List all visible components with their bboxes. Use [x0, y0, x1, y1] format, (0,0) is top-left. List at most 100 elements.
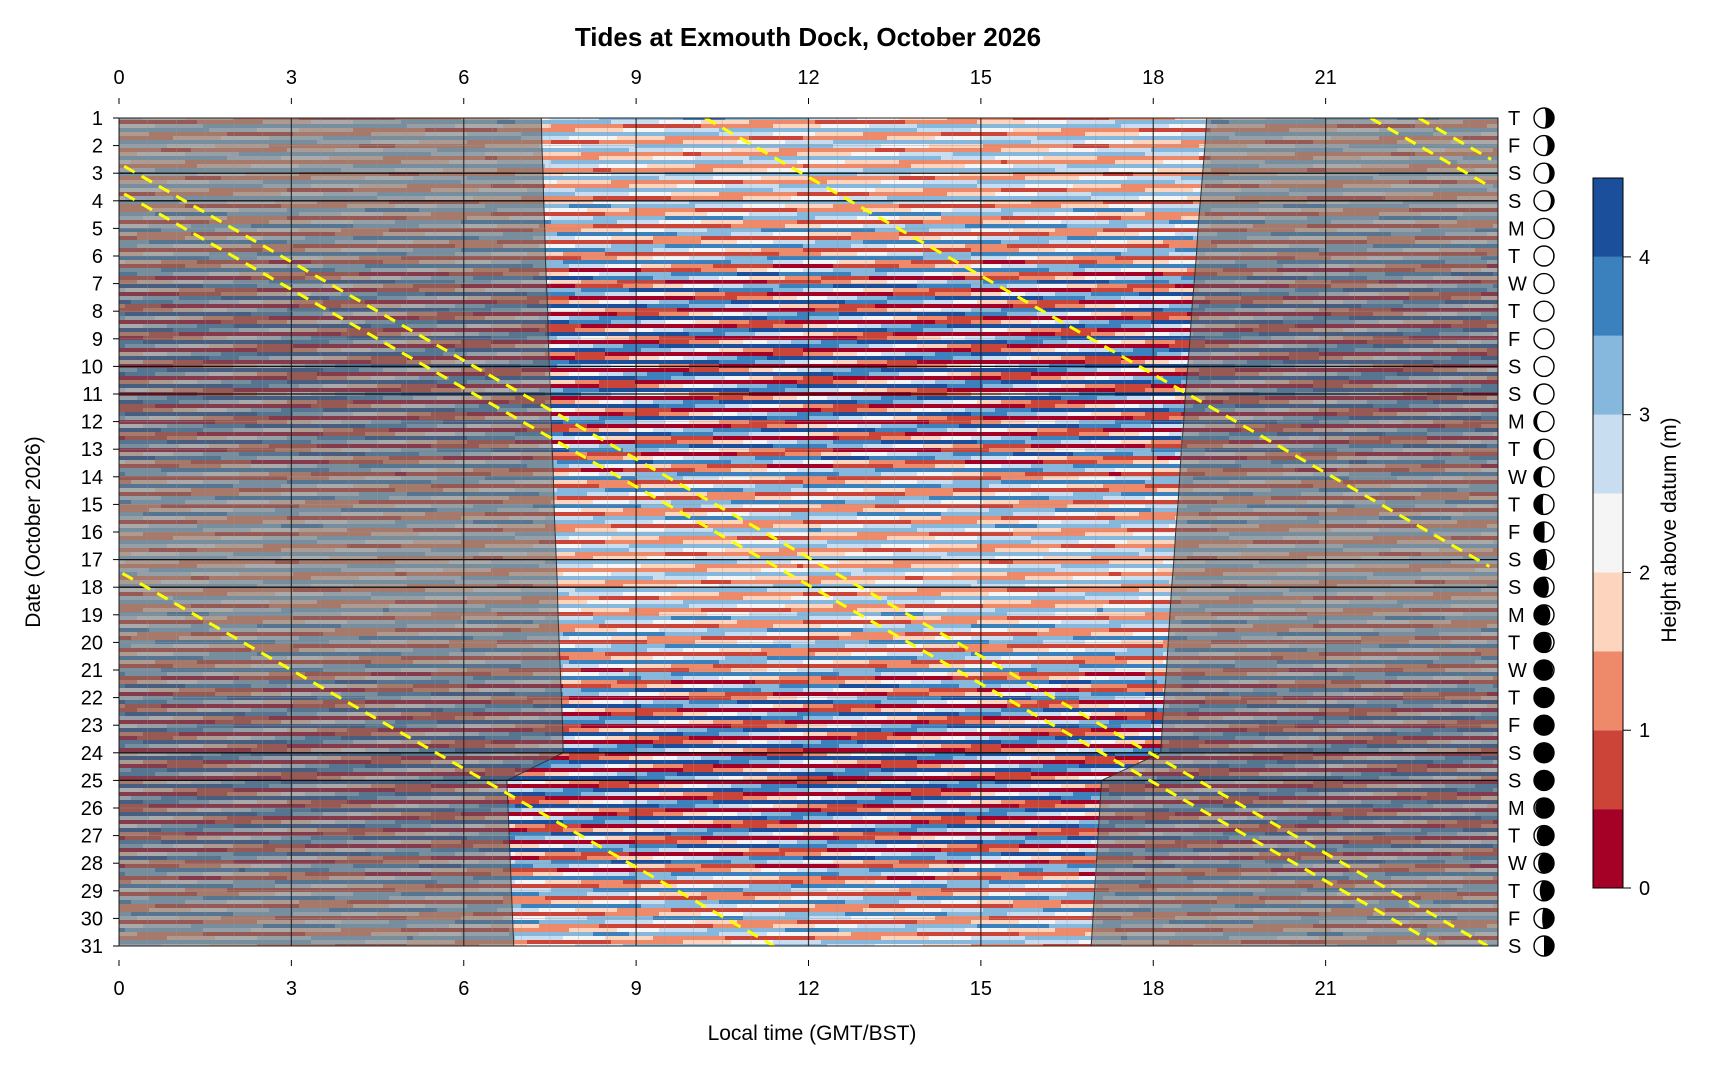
contour-cell	[1109, 156, 1116, 161]
contour-cell	[791, 136, 798, 141]
contour-cell	[995, 128, 1002, 133]
contour-cell	[569, 176, 576, 181]
contour-cell	[869, 152, 876, 157]
contour-cell	[1487, 104, 1494, 109]
contour-cell	[893, 112, 900, 117]
contour-cell	[827, 156, 834, 161]
contour-cell	[1109, 112, 1116, 117]
contour-cell	[1169, 176, 1176, 181]
contour-cell	[725, 136, 732, 141]
contour-cell	[1061, 124, 1068, 129]
contour-cell	[995, 152, 1002, 157]
contour-cell	[1193, 164, 1200, 169]
contour-cell	[1097, 124, 1104, 129]
contour-cell	[1163, 164, 1170, 169]
contour-cell	[1019, 104, 1026, 109]
contour-cell	[971, 180, 978, 185]
contour-cell	[965, 120, 972, 125]
contour-cell	[653, 140, 660, 145]
contour-cell	[1253, 104, 1260, 109]
contour-cell	[797, 184, 804, 189]
contour-cell	[401, 108, 408, 113]
contour-cell	[1181, 108, 1188, 113]
contour-cell	[287, 108, 294, 113]
contour-cell	[1085, 108, 1092, 113]
contour-cell	[1019, 148, 1026, 153]
contour-cell	[689, 140, 696, 145]
contour-cell	[599, 144, 606, 149]
contour-cell	[677, 168, 684, 173]
contour-cell	[317, 104, 324, 109]
contour-cell	[1031, 148, 1038, 153]
contour-cell	[1049, 128, 1056, 133]
contour-cell	[1175, 128, 1182, 133]
contour-cell	[1475, 104, 1482, 109]
contour-cell	[491, 108, 498, 113]
contour-cell	[1361, 108, 1368, 113]
contour-cell	[899, 168, 906, 173]
contour-cell	[551, 136, 558, 141]
contour-cell	[881, 120, 888, 125]
contour-cell	[1073, 152, 1080, 157]
contour-cell	[875, 188, 882, 193]
contour-cell	[731, 144, 738, 149]
contour-cell	[905, 152, 912, 157]
contour-cell	[419, 108, 426, 113]
contour-cell	[749, 156, 756, 161]
contour-cell	[1055, 112, 1062, 117]
contour-cell	[857, 104, 864, 109]
contour-cell	[857, 180, 864, 185]
contour-cell	[833, 184, 840, 189]
contour-cell	[833, 128, 840, 133]
contour-cell	[839, 140, 846, 145]
contour-cell	[851, 176, 858, 181]
contour-cell	[1163, 176, 1170, 181]
contour-cell	[737, 152, 744, 157]
contour-cell	[959, 108, 966, 113]
contour-cell	[737, 148, 744, 153]
contour-cell	[761, 112, 768, 117]
contour-cell	[1019, 112, 1026, 117]
contour-cell	[479, 104, 486, 109]
contour-cell	[713, 112, 720, 117]
contour-cell	[641, 120, 648, 125]
contour-cell	[701, 144, 708, 149]
contour-cell	[305, 112, 312, 117]
contour-cell	[599, 184, 606, 189]
contour-cell	[425, 104, 432, 109]
contour-cell	[611, 120, 618, 125]
contour-cell	[1001, 136, 1008, 141]
contour-cell	[1217, 108, 1224, 113]
contour-cell	[1109, 120, 1116, 125]
contour-cell	[689, 164, 696, 169]
contour-cell	[671, 140, 678, 145]
contour-cell	[1235, 104, 1242, 109]
contour-cell	[515, 104, 522, 109]
contour-cell	[1067, 160, 1074, 165]
contour-cell	[563, 132, 570, 137]
contour-cell	[1133, 108, 1140, 113]
contour-cell	[887, 152, 894, 157]
contour-cell	[1067, 156, 1074, 161]
contour-cell	[821, 112, 828, 117]
contour-cell	[371, 112, 378, 117]
contour-cell	[1067, 108, 1074, 113]
contour-cell	[911, 132, 918, 137]
contour-cell	[1403, 104, 1410, 109]
contour-cell	[623, 112, 630, 117]
contour-cell	[707, 164, 714, 169]
contour-cell	[887, 124, 894, 129]
contour-cell	[683, 124, 690, 129]
contour-cell	[875, 120, 882, 125]
contour-cell	[1013, 120, 1020, 125]
contour-cell	[167, 104, 174, 109]
contour-cell	[599, 176, 606, 181]
contour-cell	[1151, 144, 1158, 149]
contour-cell	[971, 112, 978, 117]
contour-cell	[995, 144, 1002, 149]
contour-cell	[677, 144, 684, 149]
contour-cell	[761, 120, 768, 125]
contour-cell	[1037, 188, 1044, 193]
contour-cell	[1043, 140, 1050, 145]
contour-cell	[1097, 120, 1104, 125]
